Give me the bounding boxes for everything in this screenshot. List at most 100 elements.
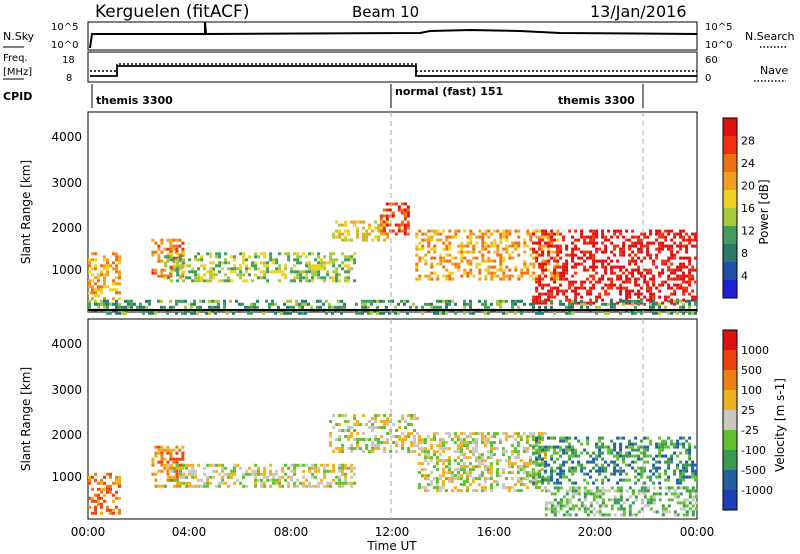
velocity-cell-region-4 bbox=[441, 444, 445, 448]
velocity-cell-region-6 bbox=[559, 498, 563, 502]
power-cell-region-7 bbox=[127, 299, 130, 303]
power-cell-region-5 bbox=[433, 244, 437, 248]
power-cell-region-5 bbox=[418, 247, 422, 251]
velocity-colorbar-tick: -500 bbox=[741, 464, 766, 477]
velocity-cell-region-4 bbox=[447, 468, 451, 472]
power-cell-region-0 bbox=[106, 258, 109, 262]
x-axis-label: Time UT bbox=[366, 539, 417, 553]
velocity-cell-region-4 bbox=[480, 486, 484, 490]
velocity-cell-region-5 bbox=[550, 469, 554, 473]
power-cell-region-5 bbox=[430, 256, 434, 260]
power-cell-region-7 bbox=[643, 302, 646, 306]
power-cell-region-3 bbox=[341, 223, 345, 227]
power-cell-region-7 bbox=[445, 302, 448, 306]
velocity-cell-region-4 bbox=[474, 459, 478, 463]
velocity-cell-region-3 bbox=[368, 438, 372, 441]
velocity-cell-region-5 bbox=[583, 466, 587, 470]
power-cell-region-5 bbox=[466, 262, 470, 266]
velocity-cell-region-5 bbox=[607, 478, 611, 482]
velocity-cell-region-4 bbox=[516, 450, 520, 454]
power-cell-region-5 bbox=[460, 274, 464, 278]
velocity-cell-region-5 bbox=[682, 469, 686, 473]
power-cell-region-1 bbox=[151, 253, 155, 257]
velocity-cell-region-6 bbox=[571, 492, 575, 496]
power-cell-region-7 bbox=[106, 305, 109, 309]
nsky-label: N.Sky bbox=[3, 30, 35, 43]
power-cell-region-7 bbox=[202, 299, 205, 303]
power-cell-region-5 bbox=[493, 265, 497, 269]
velocity-cell-region-4 bbox=[456, 462, 460, 466]
power-cell-region-6 bbox=[685, 274, 689, 278]
velocity-panel-frame bbox=[87, 318, 698, 520]
velocity-cell-region-6 bbox=[562, 495, 566, 499]
power-cell-region-5 bbox=[415, 265, 419, 269]
power-cell-region-6 bbox=[571, 289, 575, 293]
velocity-cell-region-6 bbox=[550, 501, 554, 505]
power-cell-region-6 bbox=[568, 298, 572, 302]
velocity-cell-region-5 bbox=[598, 445, 602, 449]
power-cell-region-1 bbox=[172, 259, 176, 263]
power-cell-region-6 bbox=[637, 265, 641, 269]
velocity-cell-region-2 bbox=[221, 463, 225, 467]
nave-tick-high: 60 bbox=[705, 55, 718, 66]
power-cell-region-7 bbox=[439, 299, 442, 303]
power-cell-region-6 bbox=[649, 286, 653, 290]
velocity-cell-region-4 bbox=[465, 435, 469, 439]
power-cell-region-6 bbox=[607, 286, 611, 290]
power-cell-region-6 bbox=[691, 277, 695, 281]
power-cell-region-4 bbox=[406, 214, 410, 218]
power-cell-region-2 bbox=[209, 261, 213, 265]
velocity-colorbar-swatch bbox=[723, 350, 737, 371]
velocity-cell-region-3 bbox=[377, 447, 381, 450]
power-cell-region-2 bbox=[239, 276, 243, 280]
velocity-cell-region-2 bbox=[317, 466, 321, 470]
velocity-cell-region-0 bbox=[115, 475, 118, 479]
velocity-cell-region-4 bbox=[525, 441, 529, 445]
velocity-cell-region-3 bbox=[395, 429, 399, 432]
velocity-cell-region-1 bbox=[154, 472, 158, 476]
power-cell-region-7 bbox=[652, 311, 655, 315]
power-cell-region-5 bbox=[415, 268, 419, 272]
velocity-cell-region-5 bbox=[565, 451, 569, 455]
velocity-cell-region-6 bbox=[592, 495, 596, 499]
power-cell-region-6 bbox=[649, 256, 653, 260]
velocity-cell-region-3 bbox=[362, 432, 366, 435]
power-cell-region-2 bbox=[293, 276, 297, 280]
power-cell-region-7 bbox=[664, 305, 667, 309]
velocity-cell-region-4 bbox=[495, 459, 499, 463]
velocity-cell-region-4 bbox=[528, 462, 532, 466]
velocity-cell-region-6 bbox=[688, 507, 692, 511]
power-cell-region-6 bbox=[577, 292, 581, 296]
velocity-cell-region-4 bbox=[501, 471, 505, 475]
power-cell-region-5 bbox=[502, 229, 506, 233]
power-cell-region-5 bbox=[526, 271, 530, 275]
power-cell-region-7 bbox=[115, 305, 118, 309]
velocity-cell-region-6 bbox=[613, 489, 617, 493]
xtick-5: 20:00 bbox=[578, 525, 613, 539]
power-cell-region-4 bbox=[397, 208, 401, 212]
power-cell-region-6 bbox=[565, 262, 569, 266]
power-cell-region-5 bbox=[541, 271, 545, 275]
velocity-cell-region-6 bbox=[628, 495, 632, 499]
velocity-cell-region-6 bbox=[658, 486, 662, 490]
velocity-cell-region-6 bbox=[655, 492, 659, 496]
power-cell-region-6 bbox=[652, 259, 656, 263]
velocity-cell-region-6 bbox=[652, 510, 656, 514]
velocity-cell-region-4 bbox=[426, 462, 430, 466]
power-cell-region-6 bbox=[550, 277, 554, 281]
velocity-cell-region-2 bbox=[326, 469, 330, 473]
velocity-cell-region-6 bbox=[583, 507, 587, 511]
power-cell-region-5 bbox=[517, 229, 521, 233]
velocity-cell-region-5 bbox=[556, 481, 560, 485]
power-cell-region-6 bbox=[535, 241, 539, 245]
velocity-cell-region-6 bbox=[568, 486, 572, 490]
power-cell-region-7 bbox=[274, 311, 277, 315]
velocity-cell-region-5 bbox=[562, 436, 566, 440]
power-cell-region-3 bbox=[338, 232, 342, 236]
velocity-cell-region-4 bbox=[450, 489, 454, 493]
power-cell-region-0 bbox=[115, 282, 118, 286]
power-cell-region-6 bbox=[619, 250, 623, 254]
power-cell-region-6 bbox=[637, 277, 641, 281]
power-cell-region-1 bbox=[175, 244, 179, 248]
velocity-cell-region-1 bbox=[175, 445, 179, 449]
